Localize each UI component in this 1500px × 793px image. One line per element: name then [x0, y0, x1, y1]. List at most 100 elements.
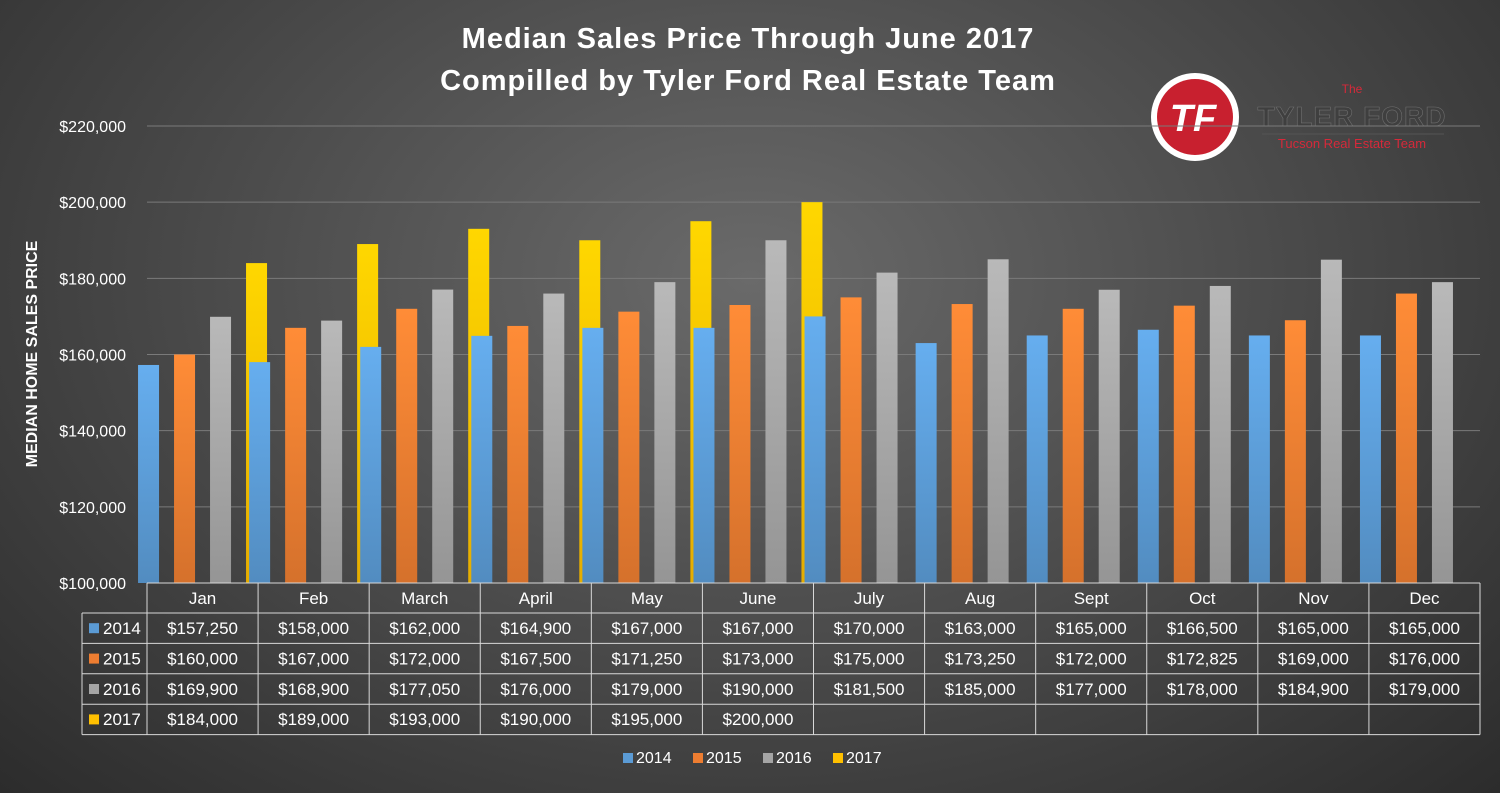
- category-label: March: [401, 589, 448, 608]
- legend-label-2017: 2017: [846, 750, 882, 767]
- bar-2016-nov: [1320, 259, 1342, 583]
- table-cell: $166,500: [1167, 619, 1238, 638]
- table-cell: $179,000: [1389, 680, 1460, 699]
- table-cell: $167,500: [500, 649, 571, 668]
- table-cell: $190,000: [500, 710, 571, 729]
- bar-2014-july: [804, 316, 826, 583]
- table-cell: $169,000: [1278, 649, 1349, 668]
- y-tick-label: $200,000: [59, 195, 126, 212]
- y-tick-label: $160,000: [59, 348, 126, 365]
- legend-label-2014: 2014: [636, 750, 672, 767]
- tyler-ford-logo: TF The TYLER FORD Tucson Real Estate Tea…: [1151, 73, 1446, 161]
- table-cell: $172,000: [389, 649, 460, 668]
- bar-2014-sept: [1026, 335, 1048, 583]
- category-label: Aug: [965, 589, 995, 608]
- table-cell: $165,000: [1278, 619, 1349, 638]
- bar-2014-oct: [1137, 329, 1159, 583]
- table-cell: $170,000: [834, 619, 905, 638]
- bar-2016-feb: [321, 320, 343, 583]
- row-swatch-2015: [89, 653, 99, 664]
- bar-2016-sept: [1098, 289, 1120, 583]
- table-cell: $184,000: [167, 710, 238, 729]
- bar-2016-may: [654, 282, 676, 583]
- bar-2014-march: [360, 346, 382, 583]
- table-cell: $189,000: [278, 710, 349, 729]
- table-cell: $158,000: [278, 619, 349, 638]
- row-label-2016: 2016: [103, 680, 141, 699]
- table-cell: $167,000: [611, 619, 682, 638]
- table-cell: $169,900: [167, 680, 238, 699]
- bar-2015-may: [618, 311, 640, 583]
- table-cell: $175,000: [834, 649, 905, 668]
- bar-2016-dec: [1431, 282, 1453, 583]
- bar-2015-july: [840, 297, 862, 583]
- bar-2015-feb: [285, 327, 307, 583]
- table-cell: $171,250: [611, 649, 682, 668]
- logo-name: TYLER FORD: [1258, 101, 1447, 132]
- table-cell: $178,000: [1167, 680, 1238, 699]
- bar-2015-dec: [1395, 293, 1417, 583]
- table-cell: $184,900: [1278, 680, 1349, 699]
- bar-2014-dec: [1359, 335, 1381, 583]
- legend-swatch-2017: [833, 753, 843, 763]
- category-label: Oct: [1189, 589, 1216, 608]
- chart-title-line-1: Median Sales Price Through June 2017: [462, 23, 1035, 55]
- table-cell: $176,000: [1389, 649, 1460, 668]
- y-tick-label: $120,000: [59, 500, 126, 517]
- y-tick-label: $140,000: [59, 424, 126, 441]
- row-label-2015: 2015: [103, 649, 141, 668]
- category-label: Nov: [1298, 589, 1329, 608]
- bar-2015-oct: [1173, 305, 1195, 583]
- table-cell: $168,900: [278, 680, 349, 699]
- bar-2014-aug: [915, 343, 937, 583]
- y-axis-ticks: $100,000 $120,000 $140,000 $160,000 $180,000…: [59, 119, 126, 593]
- bar-2016-aug: [987, 259, 1009, 583]
- y-tick-label: $180,000: [59, 271, 126, 288]
- y-tick-label: $220,000: [59, 119, 126, 136]
- table-cell: $157,250: [167, 619, 238, 638]
- logo-badge: [1157, 79, 1233, 155]
- legend-label-2015: 2015: [706, 750, 742, 767]
- bar-2014-may: [582, 327, 604, 583]
- table-cell: $200,000: [723, 710, 794, 729]
- bar-2016-july: [876, 272, 898, 583]
- table-cell: $160,000: [167, 649, 238, 668]
- bar-2016-march: [432, 289, 454, 583]
- bar-2015-april: [507, 325, 529, 583]
- table-cell: $163,000: [945, 619, 1016, 638]
- table-cell: $195,000: [611, 710, 682, 729]
- table-cell: $185,000: [945, 680, 1016, 699]
- bar-2014-april: [471, 335, 493, 583]
- table-cell: $193,000: [389, 710, 460, 729]
- table-cell: $181,500: [834, 680, 905, 699]
- row-label-2017: 2017: [103, 710, 141, 729]
- logo-monogram: TF: [1170, 98, 1218, 140]
- table-cell: $172,000: [1056, 649, 1127, 668]
- bar-2015-jan: [174, 354, 196, 583]
- row-swatch-2014: [89, 623, 99, 634]
- bar-2016-jan: [210, 316, 232, 583]
- bar-2015-march: [396, 308, 418, 583]
- row-swatch-2017: [89, 714, 99, 725]
- table-cell: $172,825: [1167, 649, 1238, 668]
- logo-subtitle: Tucson Real Estate Team: [1278, 136, 1426, 151]
- bar-2015-aug: [951, 304, 973, 583]
- row-swatch-2016: [89, 684, 99, 694]
- category-label: May: [631, 589, 664, 608]
- bar-2015-sept: [1062, 308, 1084, 583]
- legend-swatch-2016: [763, 753, 773, 763]
- category-label: July: [854, 589, 885, 608]
- table-cell: $167,000: [723, 619, 794, 638]
- table-cell: $167,000: [278, 649, 349, 668]
- bar-2015-june: [729, 304, 751, 583]
- bar-2016-april: [543, 293, 565, 583]
- table-cell: $165,000: [1389, 619, 1460, 638]
- category-label: April: [519, 589, 553, 608]
- legend-label-2016: 2016: [776, 750, 812, 767]
- bar-2014-nov: [1248, 335, 1270, 583]
- table-cell: $177,000: [1056, 680, 1127, 699]
- table-cell: $173,000: [723, 649, 794, 668]
- chart-title-line-2: Compilled by Tyler Ford Real Estate Team: [440, 65, 1056, 97]
- category-label: Sept: [1074, 589, 1109, 608]
